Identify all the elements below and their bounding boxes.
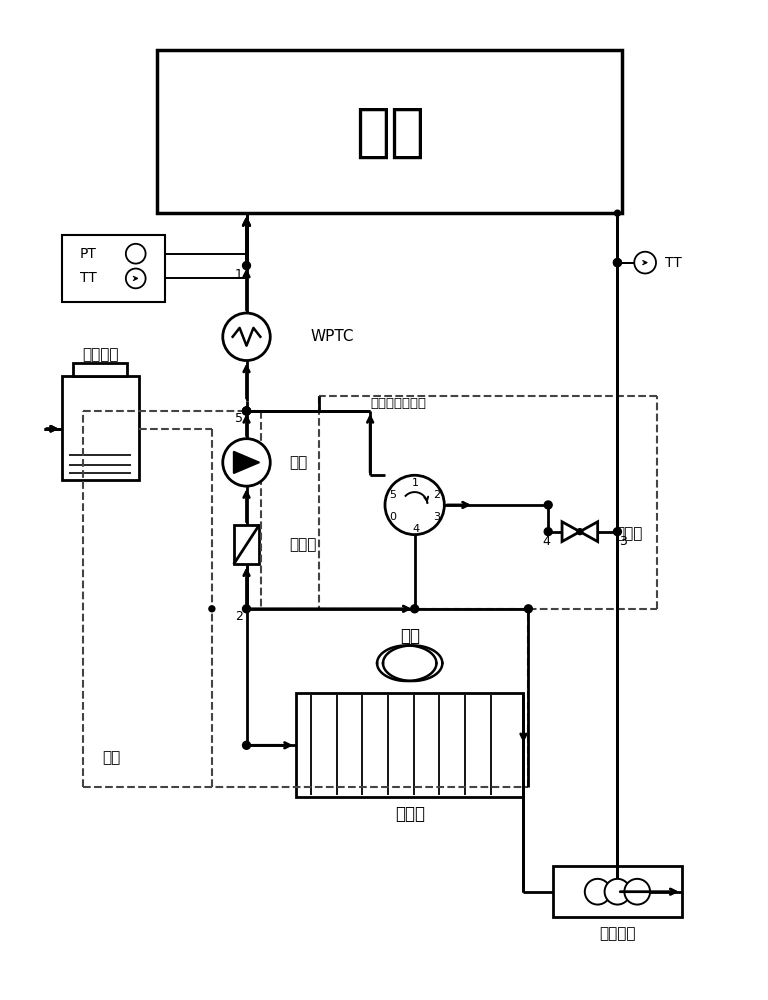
Circle shape (126, 269, 146, 288)
Bar (233, 525, 260, 564)
Text: 风扇: 风扇 (399, 627, 420, 645)
Circle shape (545, 528, 552, 536)
Text: PT: PT (80, 247, 97, 261)
Circle shape (243, 407, 250, 415)
Bar (157, 50, 622, 213)
Circle shape (525, 605, 532, 613)
Circle shape (614, 259, 621, 267)
Text: 热管理控制单元: 热管理控制单元 (370, 397, 426, 410)
Text: 膨胀水壶: 膨胀水壶 (82, 347, 118, 362)
Text: 水泵: 水泵 (289, 455, 307, 470)
Text: 4: 4 (412, 524, 419, 534)
Circle shape (209, 606, 215, 612)
Text: 2: 2 (433, 490, 440, 500)
Circle shape (223, 439, 270, 486)
Text: 散热器: 散热器 (395, 805, 425, 823)
Bar (61, 235, 165, 302)
Bar (296, 693, 524, 797)
Circle shape (624, 879, 650, 905)
Text: WPTC: WPTC (311, 329, 354, 344)
Text: 1: 1 (412, 478, 419, 488)
Text: 3: 3 (620, 535, 627, 548)
Text: 2: 2 (235, 610, 243, 623)
Text: 1: 1 (235, 268, 243, 281)
Polygon shape (562, 522, 580, 542)
Circle shape (385, 475, 445, 535)
Circle shape (614, 259, 621, 267)
Bar (74, 363, 127, 376)
Text: 电堆: 电堆 (355, 104, 425, 161)
Text: 3: 3 (433, 512, 440, 522)
Polygon shape (233, 452, 260, 473)
Circle shape (584, 879, 611, 905)
Text: 除气: 除气 (102, 750, 120, 765)
Circle shape (243, 407, 250, 415)
Circle shape (545, 501, 552, 509)
Circle shape (243, 605, 250, 613)
Text: TT: TT (665, 256, 682, 270)
Circle shape (243, 741, 250, 749)
Circle shape (614, 528, 621, 536)
Circle shape (243, 407, 250, 415)
Text: 流量阀: 流量阀 (615, 526, 643, 541)
Polygon shape (580, 522, 598, 542)
Circle shape (577, 529, 583, 535)
Text: 0: 0 (389, 512, 396, 522)
Circle shape (634, 252, 656, 273)
Text: 过滤器: 过滤器 (289, 537, 316, 552)
Circle shape (604, 879, 631, 905)
Text: 去离子器: 去离子器 (599, 926, 636, 941)
Circle shape (243, 262, 250, 270)
Circle shape (614, 210, 621, 216)
Circle shape (411, 605, 419, 613)
Circle shape (126, 244, 146, 264)
Bar (61, 376, 139, 480)
Text: 5: 5 (234, 412, 243, 425)
Bar (553, 866, 682, 917)
Text: 4: 4 (542, 535, 550, 548)
Text: TT: TT (80, 271, 97, 285)
Circle shape (223, 313, 270, 361)
Text: 5: 5 (389, 490, 396, 500)
